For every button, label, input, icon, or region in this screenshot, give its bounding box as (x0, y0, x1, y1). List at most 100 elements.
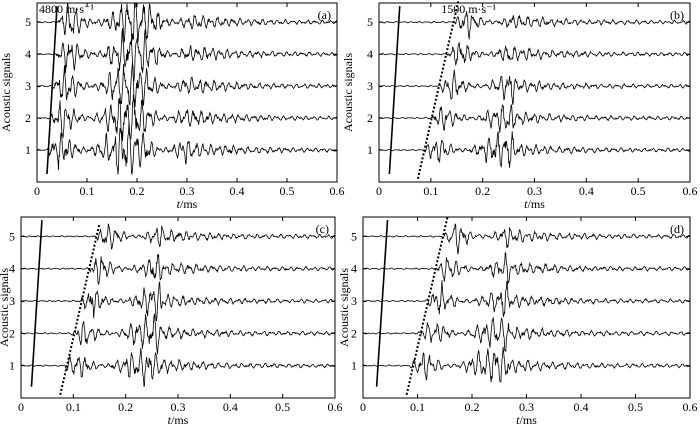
x-tick-label: 0.6 (330, 184, 345, 198)
y-tick-label: 3 (367, 79, 373, 93)
y-tick-label: 2 (25, 111, 31, 125)
x-axis-label: t/ms (516, 413, 537, 426)
x-axis-label-unit: /ms (180, 197, 198, 211)
chart-panel-a: 0 0.1 0.2 0.3 0.4 0.5 0.6 1 2 3 4 5 t/ms Acoustic sig… (0, 2, 345, 211)
x-tick-label: 0.1 (410, 400, 425, 414)
chart-panel-b: 0 0.1 0.2 0.3 0.4 0.5 0.6 1 2 3 4 5 t/ms Acoustic sig… (341, 0, 698, 211)
signal-trace (21, 254, 335, 285)
x-tick-label: 0.4 (230, 184, 245, 198)
x-axis-label-symbol: t (177, 197, 181, 211)
traces (37, 3, 337, 176)
signal-trace (21, 347, 335, 388)
y-tick-label: 4 (9, 262, 15, 276)
x-tick-label: 0.3 (519, 400, 534, 414)
y-tick-label: 5 (9, 229, 15, 243)
x-tick-label: 0.3 (527, 184, 542, 198)
y-tick-label: 4 (367, 47, 373, 61)
signal-trace (363, 252, 690, 284)
velocity-annotation: 4800 m·s⁻¹ (39, 2, 94, 16)
y-tick-label: 3 (25, 79, 31, 93)
signal-trace (37, 62, 337, 108)
solid-velocity-line (388, 6, 401, 175)
signal-trace (21, 223, 335, 250)
traces (21, 223, 335, 388)
x-tick-label: 0 (18, 400, 24, 414)
dotted-velocity-line (59, 223, 101, 395)
x-tick-label: 0.1 (66, 400, 81, 414)
x-tick-label: 0.2 (130, 184, 145, 198)
traces (363, 223, 690, 383)
velocity-annotation: 1500 m·s⁻¹ (441, 2, 496, 16)
x-axis-label: t/ms (524, 197, 545, 211)
x-axis-label: t/ms (168, 413, 189, 426)
x-axis-label-symbol: t (524, 197, 528, 211)
signal-trace (37, 3, 337, 44)
x-tick-label: 0.6 (683, 400, 698, 414)
x-axis-label-unit: /ms (171, 413, 189, 426)
x-axis-label: t/ms (177, 197, 198, 211)
signal-trace (37, 28, 337, 82)
x-tick-label: 0.5 (280, 184, 295, 198)
y-tick-label: 2 (9, 326, 15, 340)
signal-trace (363, 317, 690, 353)
x-tick-label: 0.2 (118, 400, 133, 414)
y-axis-label: Acoustic signals (337, 268, 351, 347)
signal-trace (37, 121, 337, 176)
x-tick-label: 0.4 (579, 184, 594, 198)
x-tick-label: 0.6 (328, 400, 343, 414)
plot-frame (20, 216, 336, 399)
solid-velocity-line (46, 6, 58, 175)
x-tick-label: 0.3 (171, 400, 186, 414)
x-tick-label: 0.4 (223, 400, 238, 414)
signal-trace (363, 223, 690, 255)
solid-velocity-line (375, 220, 389, 387)
dotted-velocity-line (416, 0, 460, 180)
solid-velocity-line (30, 220, 43, 387)
chart-panel-d: 0 0.1 0.2 0.3 0.4 0.5 0.6 1 2 3 4 5 t/ms Acoustic sig… (337, 216, 698, 426)
x-tick-label: 0.1 (423, 184, 438, 198)
y-tick-label: 1 (9, 359, 15, 373)
signal-trace (21, 281, 335, 322)
y-tick-label: 3 (9, 294, 15, 308)
panel-label: (c) (316, 222, 329, 236)
x-tick-label: 0.2 (475, 184, 490, 198)
x-tick-label: 0.1 (80, 184, 95, 198)
y-tick-label: 4 (351, 262, 357, 276)
signal-trace (379, 131, 690, 168)
signal-trace (21, 313, 335, 355)
x-tick-label: 0 (34, 184, 40, 198)
x-tick-label: 0.5 (631, 184, 646, 198)
x-tick-label: 0.5 (628, 400, 643, 414)
y-tick-label: 1 (25, 143, 31, 157)
signal-trace (37, 94, 337, 141)
x-tick-label: 0.3 (180, 184, 195, 198)
x-tick-label: 0.6 (683, 184, 698, 198)
y-tick-label: 5 (367, 15, 373, 29)
y-tick-label: 3 (351, 294, 357, 308)
y-tick-label: 1 (351, 359, 357, 373)
plot-frame (378, 2, 691, 183)
panel-label: (b) (670, 8, 684, 22)
signal-trace (379, 104, 690, 133)
dotted-velocity-line (405, 216, 449, 395)
x-axis-label-symbol: t (516, 413, 520, 426)
signal-trace (363, 280, 690, 317)
signal-trace (379, 69, 690, 105)
y-axis-label: Acoustic signals (341, 53, 355, 132)
signal-trace (379, 42, 690, 67)
y-tick-label: 1 (367, 143, 373, 157)
y-tick-label: 4 (25, 47, 31, 61)
panel-label: (d) (670, 222, 684, 236)
y-tick-label: 5 (351, 229, 357, 243)
chart-panel-c: 0 0.1 0.2 0.3 0.4 0.5 0.6 1 2 3 4 5 t/ms Acoustic sig… (0, 216, 343, 426)
traces (379, 11, 690, 168)
x-axis-label-unit: /ms (520, 413, 538, 426)
x-tick-label: 0.2 (465, 400, 480, 414)
signal-trace (363, 346, 690, 383)
signal-trace (379, 11, 690, 40)
y-tick-label: 2 (351, 326, 357, 340)
y-axis-label: Acoustic signals (0, 268, 11, 347)
x-axis-label-unit: /ms (528, 197, 546, 211)
x-tick-label: 0.4 (574, 400, 589, 414)
